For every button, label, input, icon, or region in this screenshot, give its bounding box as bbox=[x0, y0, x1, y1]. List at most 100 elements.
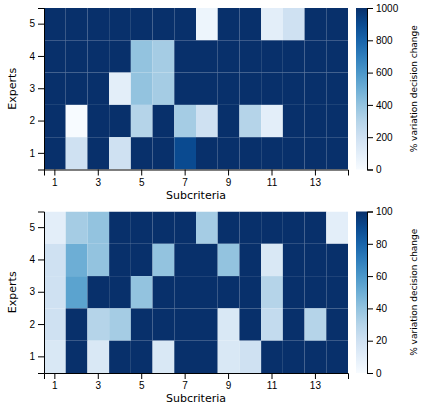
tick-label: 200 bbox=[376, 132, 393, 143]
colorbar-gradient bbox=[356, 212, 367, 374]
tick: 7 bbox=[182, 170, 188, 188]
cell bbox=[153, 73, 175, 105]
cell bbox=[196, 8, 218, 40]
tick-mark bbox=[315, 170, 316, 176]
cell bbox=[326, 105, 348, 137]
panel: 13579111354321SubcriteriaExperts02040608… bbox=[6, 206, 419, 405]
tick-mark bbox=[367, 373, 373, 374]
cell bbox=[326, 212, 348, 244]
tick-mark bbox=[367, 40, 373, 41]
tick: 0 bbox=[367, 368, 382, 379]
tick-mark bbox=[367, 308, 373, 309]
tick-label: 60 bbox=[376, 271, 388, 282]
cell bbox=[174, 8, 196, 40]
cell bbox=[109, 137, 131, 169]
cell bbox=[261, 40, 283, 72]
cell bbox=[326, 8, 348, 40]
cell bbox=[131, 137, 153, 169]
tick: 2 bbox=[29, 319, 44, 330]
tick: 3 bbox=[29, 83, 44, 94]
cell bbox=[131, 212, 153, 244]
tick: 1 bbox=[29, 148, 44, 159]
cell bbox=[261, 308, 283, 340]
cell bbox=[326, 341, 348, 373]
cells bbox=[44, 212, 348, 374]
colorbar-axis: 02004006008001000 bbox=[367, 3, 399, 176]
cell bbox=[44, 308, 66, 340]
panel: 13579111354321SubcriteriaExperts02004006… bbox=[6, 3, 419, 202]
tick-label: 40 bbox=[376, 303, 388, 314]
y-axis: 54321 bbox=[29, 9, 44, 171]
tick-label: 5 bbox=[139, 380, 145, 391]
tick-label: 5 bbox=[29, 18, 35, 29]
cell bbox=[283, 137, 305, 169]
tick-label: 9 bbox=[226, 177, 232, 188]
cell bbox=[196, 40, 218, 72]
cell bbox=[153, 244, 175, 276]
tick-label: 3 bbox=[96, 380, 102, 391]
cell bbox=[196, 276, 218, 308]
cell bbox=[44, 244, 66, 276]
tick-mark bbox=[38, 324, 44, 325]
cell bbox=[196, 212, 218, 244]
cell bbox=[174, 212, 196, 244]
cell bbox=[218, 341, 240, 373]
cell bbox=[174, 341, 196, 373]
cell bbox=[239, 40, 261, 72]
cell bbox=[109, 276, 131, 308]
tick: 60 bbox=[367, 271, 388, 282]
tick-label: 3 bbox=[29, 286, 35, 297]
cells bbox=[44, 8, 348, 170]
cell bbox=[109, 308, 131, 340]
cell bbox=[87, 244, 109, 276]
cell bbox=[283, 308, 305, 340]
tick-label: 20 bbox=[376, 335, 388, 346]
cell bbox=[218, 105, 240, 137]
y-axis-title: Experts bbox=[6, 271, 19, 313]
y-axis-title: Experts bbox=[6, 68, 19, 110]
tick: 1000 bbox=[367, 3, 399, 14]
cell bbox=[261, 105, 283, 137]
cell bbox=[239, 8, 261, 40]
cell bbox=[87, 212, 109, 244]
cell bbox=[131, 8, 153, 40]
tick: 600 bbox=[367, 67, 393, 78]
cell bbox=[239, 73, 261, 105]
cell bbox=[153, 276, 175, 308]
cell bbox=[66, 8, 88, 40]
colorbar-gradient bbox=[356, 8, 367, 170]
tick: 0 bbox=[367, 164, 382, 175]
tick: 80 bbox=[367, 239, 388, 250]
tick-mark bbox=[38, 88, 44, 89]
tick-label: 1 bbox=[29, 351, 35, 362]
tick-label: 1000 bbox=[376, 3, 399, 14]
cell bbox=[218, 40, 240, 72]
tick-label: 1 bbox=[52, 177, 58, 188]
x-axis: 135791113 bbox=[45, 170, 349, 188]
axis-domain bbox=[45, 170, 349, 176]
tick-mark bbox=[367, 8, 373, 9]
cell bbox=[326, 137, 348, 169]
tick-mark bbox=[54, 170, 55, 176]
tick-mark bbox=[185, 170, 186, 176]
tick-label: 11 bbox=[267, 177, 278, 188]
tick-label: 1 bbox=[52, 380, 58, 391]
cell bbox=[218, 308, 240, 340]
cell bbox=[326, 40, 348, 72]
cell bbox=[196, 341, 218, 373]
tick: 1 bbox=[52, 170, 58, 188]
tick-mark bbox=[38, 153, 44, 154]
cell bbox=[218, 212, 240, 244]
cell bbox=[44, 8, 66, 40]
cell bbox=[218, 276, 240, 308]
tick-mark bbox=[367, 73, 373, 74]
tick-mark bbox=[367, 137, 373, 138]
tick-label: 5 bbox=[29, 222, 35, 233]
cell bbox=[174, 40, 196, 72]
tick-label: 0 bbox=[376, 368, 382, 379]
tick-mark bbox=[185, 373, 186, 379]
cell bbox=[109, 244, 131, 276]
tick: 13 bbox=[310, 170, 322, 188]
cell bbox=[153, 137, 175, 169]
cell bbox=[109, 105, 131, 137]
